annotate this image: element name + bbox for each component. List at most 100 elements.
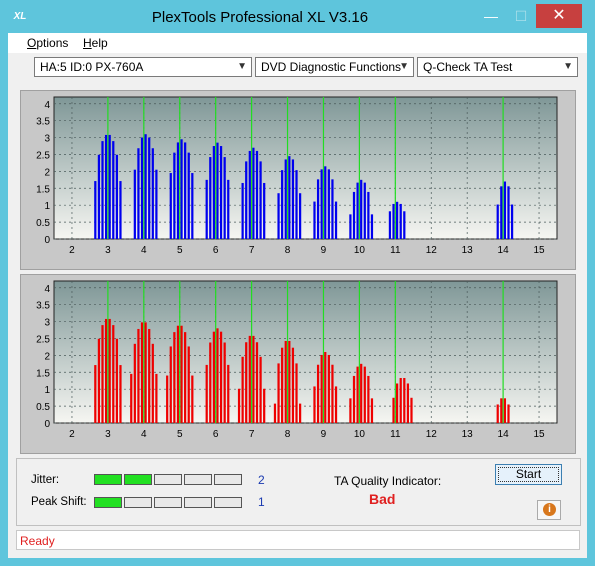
y-tick-label: 0 [44, 235, 50, 246]
jitter-meter-segment [154, 474, 182, 485]
histogram-bar [245, 342, 248, 423]
y-tick-label: 0.5 [36, 402, 50, 413]
histogram-bar [370, 398, 374, 423]
status-text: Ready [20, 534, 55, 548]
jitter-label: Jitter: [31, 474, 60, 486]
histogram-bar [363, 182, 366, 239]
x-tick-label: 11 [390, 429, 401, 440]
y-tick-label: 1.5 [36, 184, 50, 195]
histogram-bar [360, 179, 363, 239]
histogram-bar [248, 335, 251, 423]
window-title: PlexTools Professional XL V3.16 [151, 9, 369, 26]
histogram-bar [284, 340, 287, 423]
y-tick-label: 1.5 [36, 368, 50, 379]
histogram-bar [112, 325, 115, 423]
x-tick-label: 2 [69, 429, 75, 440]
histogram-bar [133, 169, 136, 239]
histogram-bar [360, 363, 363, 423]
x-tick-label: 14 [498, 429, 510, 440]
y-tick-label: 0 [44, 419, 50, 430]
histogram-bar [367, 191, 370, 239]
histogram-bar [291, 159, 295, 239]
x-tick-label: 7 [249, 429, 255, 440]
histogram-bar [500, 398, 503, 423]
histogram-bar [399, 377, 402, 423]
histogram-bar [406, 383, 410, 423]
histogram-bar [115, 154, 118, 239]
histogram-bar [507, 186, 510, 239]
histogram-bar [223, 342, 226, 423]
x-tick-label: 2 [69, 245, 75, 256]
histogram-bar [500, 186, 503, 239]
menu-options[interactable]: Options [27, 36, 69, 50]
histogram-bar [216, 328, 219, 423]
histogram-bar [316, 179, 320, 239]
y-tick-label: 3.5 [36, 301, 50, 312]
histogram-bar [148, 328, 151, 423]
y-tick-label: 2 [44, 351, 50, 362]
bottom-chart-panel: 4 3.5 3 2.5 2 1.5 1 0.5 0 2 3 4 5 6 7 8 9 10 11 12 13 14 15 [20, 274, 576, 454]
histogram-bar [108, 318, 111, 423]
histogram-bar [277, 363, 280, 423]
histogram-bar [388, 211, 392, 239]
histogram-bar [259, 356, 262, 423]
histogram-bar [273, 403, 277, 423]
maximize-button[interactable]: ☐ [514, 8, 528, 24]
minimize-button[interactable]: — [484, 8, 498, 24]
x-tick-label: 8 [285, 429, 291, 440]
histogram-bar [263, 182, 266, 239]
histogram-bar [94, 181, 97, 239]
function-select[interactable]: DVD Diagnostic Functions ▼ [255, 57, 414, 77]
chevron-down-icon: ▼ [399, 61, 409, 72]
histogram-bar [133, 343, 136, 423]
histogram-bar [255, 342, 259, 423]
histogram-bar [334, 201, 338, 239]
histogram-bar [173, 152, 176, 239]
histogram-bar [119, 365, 122, 423]
histogram-bar [263, 388, 266, 423]
x-tick-label: 15 [533, 245, 545, 256]
x-tick-label: 12 [426, 245, 438, 256]
histogram-bar [205, 364, 208, 423]
peak-shift-meter-segment [124, 497, 152, 508]
histogram-bar [363, 366, 366, 423]
histogram-bar [259, 161, 262, 239]
test-select[interactable]: Q-Check TA Test ▼ [417, 57, 578, 77]
histogram-bar [97, 338, 101, 423]
histogram-bar [108, 134, 111, 239]
jitter-meter-segment [124, 474, 152, 485]
x-tick-label: 4 [141, 245, 147, 256]
histogram-bar [144, 134, 147, 239]
x-tick-label: 8 [285, 245, 291, 256]
histogram-bar [496, 404, 499, 423]
histogram-bar [367, 375, 370, 423]
menu-help[interactable]: Help [83, 36, 108, 50]
info-button[interactable]: i [537, 500, 561, 520]
histogram-bar [119, 181, 122, 239]
histogram-bar [241, 182, 244, 239]
drive-select[interactable]: HA:5 ID:0 PX-760A ▼ [34, 57, 252, 77]
histogram-bar [288, 340, 291, 423]
histogram-bar [334, 386, 338, 423]
histogram-bar [356, 366, 359, 423]
histogram-bar [403, 211, 406, 239]
histogram-bar [148, 137, 151, 239]
close-button[interactable]: ✕ [536, 4, 582, 28]
start-button[interactable]: Start [495, 464, 562, 485]
histogram-bar [327, 169, 330, 239]
x-tick-label: 10 [354, 429, 366, 440]
x-tick-label: 6 [213, 429, 219, 440]
histogram-bar [219, 331, 223, 423]
histogram-bar [205, 179, 208, 239]
histogram-bar [352, 191, 356, 239]
x-tick-label: 11 [390, 245, 401, 256]
histogram-bar [281, 170, 284, 239]
histogram-bar [507, 404, 510, 423]
histogram-bar [137, 148, 140, 239]
histogram-bar [327, 354, 330, 423]
histogram-bar [209, 342, 212, 423]
histogram-bar [291, 347, 295, 423]
histogram-bar [212, 146, 215, 239]
histogram-bar [209, 157, 212, 239]
histogram-bar [101, 325, 104, 423]
